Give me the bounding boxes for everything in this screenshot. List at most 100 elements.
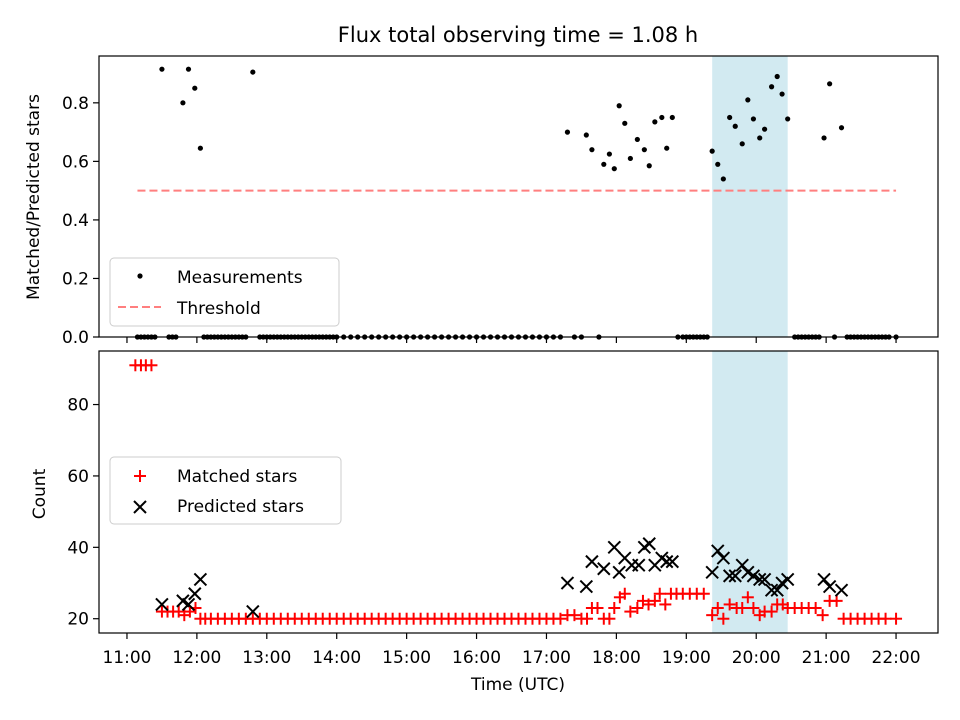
predicted-star-point <box>822 579 837 594</box>
matched-star-point <box>631 602 644 615</box>
ratio-y-tick-label: 0.8 <box>62 94 89 114</box>
ratio-y-tick-label: 0.4 <box>62 211 89 231</box>
predicted-star-point <box>597 562 611 576</box>
count-y-axis-label: Count <box>30 468 50 519</box>
ratio-panel: 0.00.20.40.60.8 Matched/Predicted stars … <box>24 55 939 348</box>
matched-star-point <box>554 612 567 625</box>
count-x-tick-label: 20:00 <box>732 648 781 668</box>
measurement-point <box>709 148 715 154</box>
matched-star-point <box>568 609 581 622</box>
measurement-point <box>185 66 192 72</box>
count-y-tick-label: 80 <box>67 396 89 416</box>
predicted-star-point <box>181 597 196 612</box>
matched-legend-marker <box>134 470 146 482</box>
predicted-star-points <box>155 537 849 619</box>
count-x-tick-label: 16:00 <box>452 648 501 668</box>
count-x-tick-label: 19:00 <box>662 648 711 668</box>
measurement-point <box>652 119 658 125</box>
matched-star-point <box>603 612 616 625</box>
measurement-point <box>727 114 733 121</box>
count-x-tick-label: 14:00 <box>312 648 361 668</box>
measurement-point <box>634 136 640 143</box>
measurement-point <box>589 147 595 153</box>
predicted-star-point <box>155 597 169 612</box>
matched-star-point <box>717 612 730 625</box>
count-x-ticks: 11:00 12:00 13:00 14:00 15:00 16:00 17:00 18:00… <box>102 633 921 668</box>
ratio-axes-frame <box>98 55 939 338</box>
measurement-point <box>659 114 665 121</box>
count-x-tick-label: 18:00 <box>592 648 641 668</box>
measurement-point <box>827 81 833 87</box>
predicted-star-point <box>632 558 646 572</box>
measurement-point <box>720 176 726 182</box>
measurement-point <box>627 155 633 162</box>
matched-star-point <box>591 602 604 615</box>
measurement-point <box>838 125 845 131</box>
predicted-star-point <box>746 569 761 583</box>
ratio-x-ticks <box>126 337 897 343</box>
count-y-tick-label: 20 <box>67 610 89 630</box>
measurement-point <box>768 84 775 90</box>
ratio-y-tick-label: 0.0 <box>62 328 89 348</box>
ratio-legend-box <box>109 257 340 327</box>
predicted-star-point <box>817 572 831 587</box>
predicted-star-point <box>193 572 208 587</box>
matched-star-point <box>706 609 719 622</box>
matched-star-point <box>747 602 760 615</box>
ratio-y-ticks: 0.0 0.2 0.4 0.6 0.8 <box>62 94 99 348</box>
matched-star-point <box>890 612 903 625</box>
count-x-tick-label: 17:00 <box>522 648 571 668</box>
predicted-star-point <box>642 537 656 551</box>
count-legend: Matched stars Predicted stars <box>109 456 342 525</box>
measurement-point <box>622 120 628 126</box>
measurement-legend-label: Measurements <box>177 268 303 288</box>
predicted-star-point <box>579 579 594 594</box>
predicted-star-point <box>757 572 772 587</box>
matched-star-point <box>653 587 666 600</box>
predicted-star-point <box>585 554 599 569</box>
predicted-legend-label: Predicted stars <box>177 497 304 517</box>
ratio-legend: Measurements Threshold <box>109 257 340 327</box>
measurement-point <box>745 97 751 103</box>
measurement-point <box>606 151 612 157</box>
predicted-star-point <box>770 583 784 597</box>
matched-star-point <box>697 587 710 600</box>
measurement-point <box>641 147 647 153</box>
measurement-point <box>669 114 675 121</box>
predicted-star-point <box>716 551 731 565</box>
count-x-tick-label: 22:00 <box>872 648 921 668</box>
measurement-point <box>192 85 198 91</box>
matched-star-point <box>816 609 829 622</box>
measurement-point <box>732 123 738 129</box>
matched-star-point <box>145 359 158 372</box>
measurement-point <box>762 126 768 132</box>
predicted-star-point <box>728 569 742 583</box>
predicted-star-point <box>780 572 795 587</box>
measurement-point <box>664 145 670 151</box>
count-x-tick-label: 15:00 <box>382 648 431 668</box>
predicted-star-point <box>246 604 260 619</box>
count-y-tick-label: 40 <box>67 538 89 558</box>
measurement-point <box>180 100 186 106</box>
count-axes-frame <box>98 350 939 634</box>
matched-star-point <box>642 598 655 611</box>
predicted-legend-marker <box>133 500 147 514</box>
measurement-point <box>611 166 617 172</box>
count-y-ticks: 20 40 60 80 <box>67 396 99 630</box>
measurement-legend-marker <box>137 273 143 279</box>
count-x-tick-label: 11:00 <box>102 648 151 668</box>
measurement-point <box>583 132 589 138</box>
measurement-point <box>774 73 780 80</box>
matched-star-points <box>129 359 903 625</box>
measurement-point <box>779 91 785 97</box>
measurement-point <box>564 129 571 135</box>
matched-legend-label: Matched stars <box>177 467 297 487</box>
matched-star-point <box>809 602 822 615</box>
matched-star-point <box>608 602 621 615</box>
measurement-point <box>715 161 721 167</box>
count-x-tick-label: 13:00 <box>242 648 291 668</box>
matched-star-point <box>618 587 631 600</box>
count-x-axis-label: Time (UTC) <box>470 675 565 695</box>
measurement-point <box>250 69 256 75</box>
